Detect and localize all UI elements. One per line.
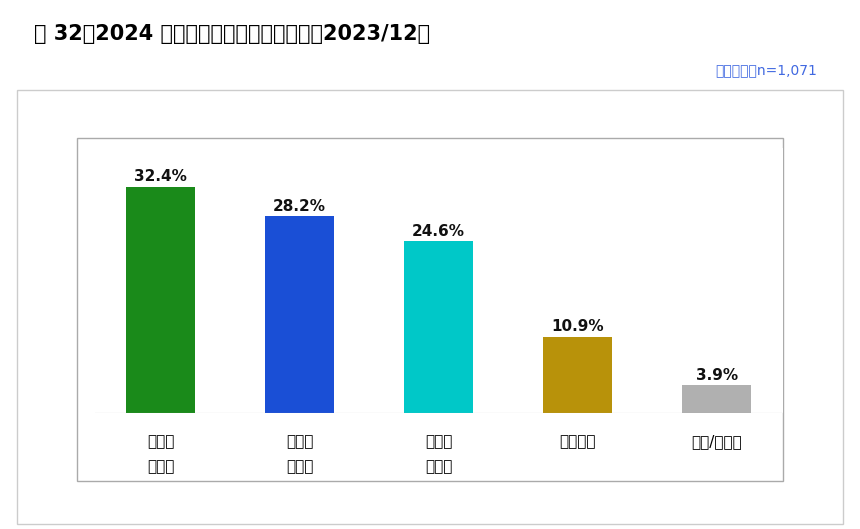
- Text: 10.9%: 10.9%: [551, 319, 604, 334]
- Bar: [265, 216, 335, 413]
- Text: 24.6%: 24.6%: [412, 224, 465, 239]
- Bar: [543, 337, 612, 413]
- Text: 3.9%: 3.9%: [696, 368, 738, 382]
- Bar: [682, 386, 752, 413]
- Text: 28.2%: 28.2%: [273, 198, 326, 214]
- Bar: [404, 241, 473, 413]
- Text: 樣本總數：n=1,071: 樣本總數：n=1,071: [716, 63, 817, 77]
- Bar: [126, 187, 195, 413]
- Text: 32.4%: 32.4%: [134, 169, 187, 184]
- Text: 圖 32：2024 台灣總統選民的投票抉擇　（2023/12）: 圖 32：2024 台灣總統選民的投票抉擇 （2023/12）: [34, 24, 431, 44]
